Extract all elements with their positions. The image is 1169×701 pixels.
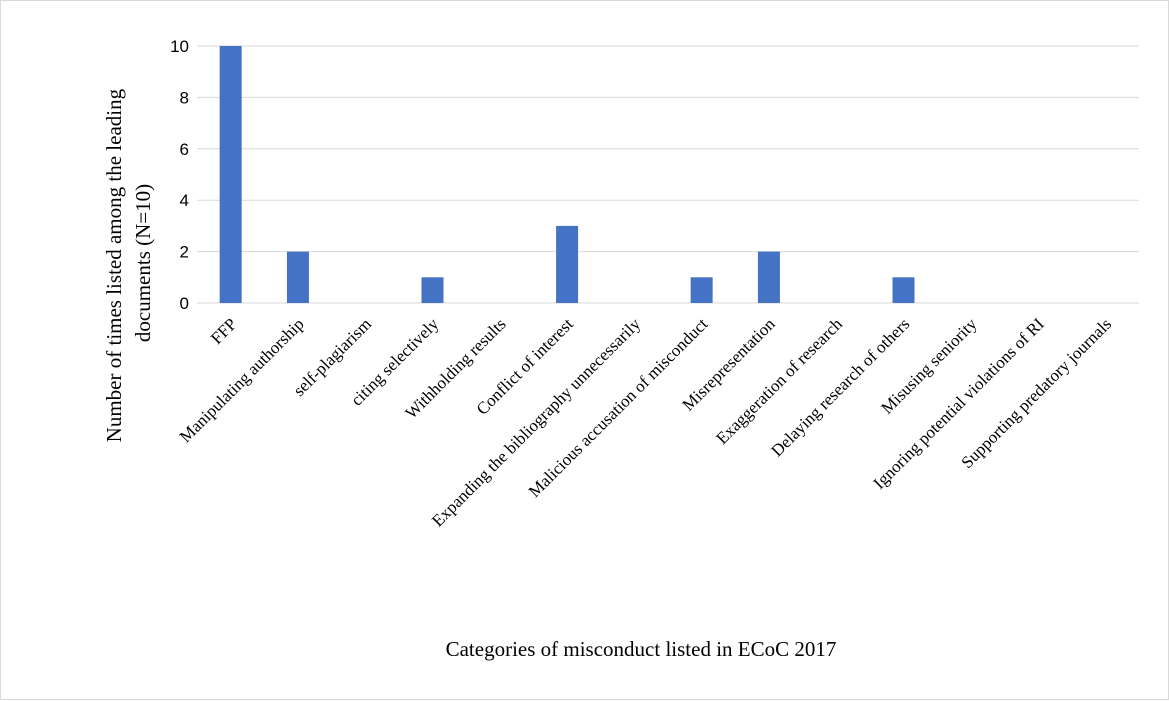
x-category-label: Manipulating authorship	[176, 314, 308, 446]
bar	[757, 251, 780, 303]
bar	[421, 277, 444, 303]
bar	[556, 225, 579, 303]
x-category-label: FFP	[207, 314, 240, 347]
bar	[690, 277, 713, 303]
bar	[892, 277, 915, 303]
bar	[219, 46, 242, 303]
y-axis-title-line-2: documents (N=10)	[131, 184, 155, 342]
x-axis-title: Categories of misconduct listed in ECoC …	[446, 637, 837, 661]
bars	[219, 46, 915, 303]
y-tick-label: 0	[180, 294, 189, 313]
x-category-label: Exaggeration of research	[712, 314, 846, 448]
gridlines	[197, 45, 1139, 304]
y-tick-label: 4	[180, 191, 189, 210]
y-tick-label: 2	[180, 243, 189, 262]
y-axis-title-line-1: Number of times listed among the leading	[102, 88, 126, 442]
bar	[286, 251, 309, 303]
y-axis-title: Number of times listed among the leading…	[102, 84, 155, 443]
y-tick-label: 8	[180, 88, 189, 107]
y-tick-label: 10	[170, 37, 189, 56]
x-category-label: Delaying research of others	[767, 314, 913, 460]
y-tick-label: 6	[180, 140, 189, 159]
y-tick-labels: 0 2 4 6 8 10	[170, 37, 189, 313]
